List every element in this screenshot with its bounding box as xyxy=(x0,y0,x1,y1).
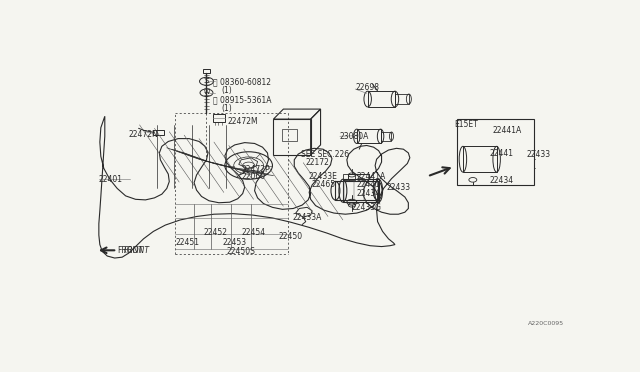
Bar xyxy=(282,129,297,141)
Text: 22453: 22453 xyxy=(223,238,247,247)
Text: 22451: 22451 xyxy=(175,238,199,247)
Bar xyxy=(343,174,355,180)
Text: (1): (1) xyxy=(221,104,232,113)
Text: 22454: 22454 xyxy=(241,228,266,237)
Text: A220C0095: A220C0095 xyxy=(527,321,564,326)
Text: 22441A: 22441A xyxy=(356,172,386,181)
Text: 22060: 22060 xyxy=(241,172,266,181)
Bar xyxy=(463,146,497,172)
Text: 22450S: 22450S xyxy=(227,247,255,256)
Bar xyxy=(343,179,379,202)
Text: 22433A: 22433A xyxy=(292,214,322,222)
Text: 23080A: 23080A xyxy=(340,132,369,141)
Bar xyxy=(335,182,378,200)
Text: 22441: 22441 xyxy=(356,180,381,189)
Text: 22441A: 22441A xyxy=(493,126,522,135)
Text: 22172: 22172 xyxy=(306,158,330,167)
Bar xyxy=(457,119,534,185)
Bar xyxy=(381,132,392,141)
Text: Ⓜ 08360-60812: Ⓜ 08360-60812 xyxy=(213,77,271,86)
Text: 22452: 22452 xyxy=(203,228,227,237)
Text: 22434: 22434 xyxy=(356,189,381,198)
Text: 22401: 22401 xyxy=(99,175,123,184)
Text: 22472P: 22472P xyxy=(241,165,270,174)
Text: E15ET: E15ET xyxy=(454,121,478,129)
Text: Ⓥ 08915-5361A: Ⓥ 08915-5361A xyxy=(213,95,271,104)
Text: 22465: 22465 xyxy=(312,180,336,189)
Bar xyxy=(273,119,310,155)
Bar xyxy=(202,69,211,73)
Text: 22450: 22450 xyxy=(278,232,303,241)
Text: (1): (1) xyxy=(221,86,232,95)
Text: 22433: 22433 xyxy=(527,150,550,158)
Bar xyxy=(395,94,409,104)
Bar xyxy=(367,92,395,107)
Text: 22434: 22434 xyxy=(489,176,513,185)
Text: 22433E: 22433E xyxy=(308,172,337,181)
Text: 22433G: 22433G xyxy=(352,203,382,212)
Text: SEE SEC.226: SEE SEC.226 xyxy=(301,150,349,160)
Text: 22472N: 22472N xyxy=(129,130,158,140)
Text: 22433: 22433 xyxy=(387,183,411,192)
Bar xyxy=(213,114,225,122)
Bar xyxy=(356,129,381,144)
Bar xyxy=(154,130,164,135)
Text: FRONT: FRONT xyxy=(117,246,143,255)
Text: S: S xyxy=(204,78,209,84)
Text: 22698: 22698 xyxy=(355,83,380,92)
Text: FRONT: FRONT xyxy=(124,246,150,255)
Text: W: W xyxy=(204,90,209,95)
Text: 22472M: 22472M xyxy=(228,118,259,126)
Text: 22441: 22441 xyxy=(489,149,513,158)
